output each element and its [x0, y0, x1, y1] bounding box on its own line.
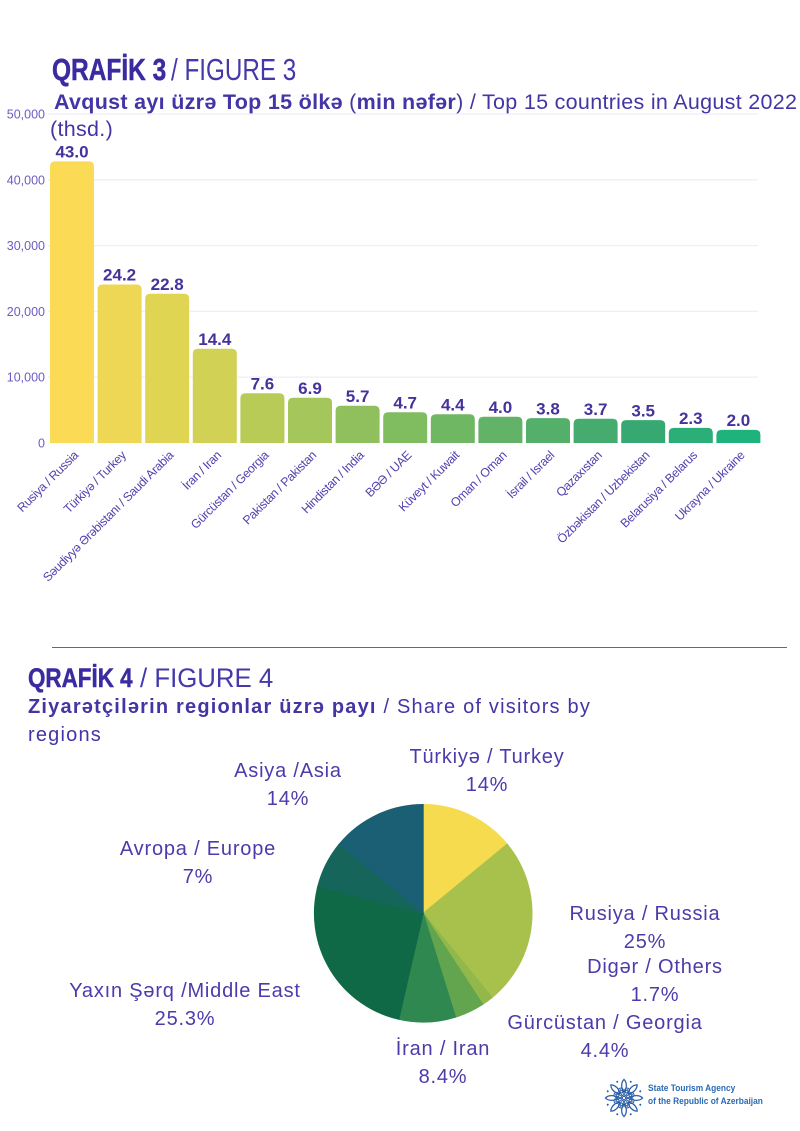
svg-text:7.6: 7.6	[251, 374, 275, 393]
svg-text:10,000: 10,000	[7, 371, 45, 385]
svg-text:4.4: 4.4	[441, 395, 465, 414]
svg-text:4.7: 4.7	[393, 393, 417, 412]
svg-text:3.7: 3.7	[584, 400, 608, 419]
svg-text:5.7: 5.7	[346, 387, 370, 406]
svg-text:0: 0	[38, 437, 45, 451]
svg-text:İsrail / Israel: İsrail / Israel	[504, 448, 557, 501]
svg-text:3.8: 3.8	[536, 399, 560, 418]
svg-text:43.0: 43.0	[55, 143, 88, 162]
svg-text:2.0: 2.0	[727, 411, 751, 430]
svg-text:20,000: 20,000	[7, 305, 45, 319]
svg-text:50,000: 50,000	[7, 108, 45, 122]
svg-text:BƏƏ / UAE: BƏƏ / UAE	[363, 448, 415, 500]
svg-text:30,000: 30,000	[7, 239, 45, 253]
svg-text:40,000: 40,000	[7, 173, 45, 187]
svg-text:Özbəkistan / Uzbekistan: Özbəkistan / Uzbekistan	[554, 448, 652, 546]
svg-text:İran / Iran: İran / Iran	[180, 448, 225, 493]
svg-text:24.2: 24.2	[103, 266, 136, 285]
svg-text:14.4: 14.4	[198, 330, 232, 349]
svg-text:4.0: 4.0	[489, 398, 513, 417]
svg-text:6.9: 6.9	[298, 379, 322, 398]
svg-text:22.8: 22.8	[151, 275, 184, 294]
svg-text:3.5: 3.5	[631, 401, 655, 420]
svg-text:Qazaxıstan: Qazaxıstan	[553, 448, 605, 500]
svg-text:2.3: 2.3	[679, 409, 703, 428]
